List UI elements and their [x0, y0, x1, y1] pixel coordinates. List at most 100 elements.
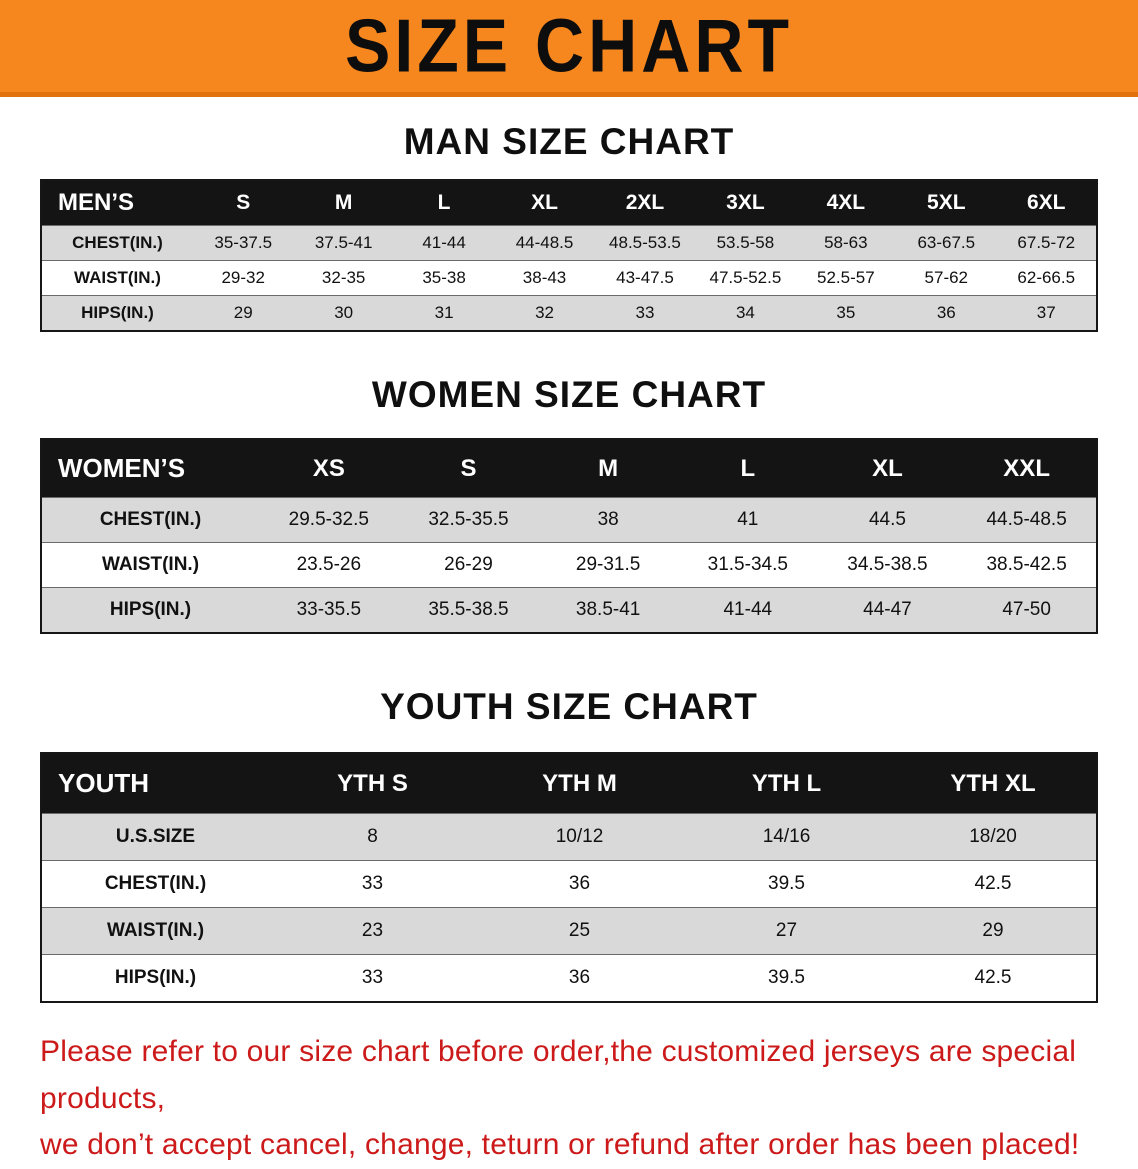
row-label-cell: HIPS(IN.) — [41, 295, 193, 331]
value-cell: 52.5-57 — [795, 260, 897, 296]
size-header-cell: L — [393, 180, 495, 226]
value-cell: 41-44 — [677, 587, 818, 633]
size-header-cell: L — [677, 439, 818, 498]
value-cell: 29-31.5 — [538, 542, 678, 588]
value-cell: 33 — [594, 295, 696, 331]
row-label-cell: U.S.SIZE — [41, 813, 269, 861]
table-title-cell: WOMEN’S — [41, 439, 259, 498]
table-row: WAIST(IN.) 23.5-26 26-29 29-31.5 31.5-34.5 34… — [41, 542, 1097, 588]
table-row: CHEST(IN.) 29.5-32.5 32.5-35.5 38 41 44.5 44.5… — [41, 497, 1097, 543]
value-cell: 8 — [269, 813, 476, 861]
size-header-cell: YTH M — [476, 753, 683, 814]
row-label-cell: CHEST(IN.) — [41, 225, 193, 261]
value-cell: 41 — [677, 497, 818, 543]
value-cell: 33 — [269, 860, 476, 908]
row-label-cell: HIPS(IN.) — [41, 587, 259, 633]
size-header-cell: M — [293, 180, 394, 226]
disclaimer: Please refer to our size chart before or… — [40, 1029, 1098, 1169]
table-title-cell: MEN’S — [41, 180, 193, 226]
disclaimer-line1: Please refer to our size chart before or… — [40, 1035, 1077, 1115]
value-cell: 38-43 — [494, 260, 595, 296]
value-cell: 53.5-58 — [695, 225, 796, 261]
value-cell: 35 — [795, 295, 897, 331]
value-cell: 18/20 — [890, 813, 1097, 861]
section-heading-men: MAN SIZE CHART — [403, 121, 735, 162]
table-row: WAIST(IN.) 23 25 27 29 — [41, 907, 1097, 955]
row-label-cell: WAIST(IN.) — [41, 260, 193, 296]
value-cell: 42.5 — [890, 860, 1097, 908]
table-row: HIPS(IN.) 33 36 39.5 42.5 — [41, 954, 1097, 1002]
value-cell: 31.5-34.5 — [677, 542, 818, 588]
value-cell: 25 — [476, 907, 683, 955]
value-cell: 62-66.5 — [996, 260, 1097, 296]
size-header-cell: 2XL — [594, 180, 696, 226]
section-men: MAN SIZE CHART MEN’S S M L XL 2XL 3XL 4XL 5XL 6XL… — [0, 121, 1138, 332]
value-cell: 26-29 — [398, 542, 539, 588]
size-header-cell: S — [193, 180, 294, 226]
row-label-cell: CHEST(IN.) — [41, 497, 259, 543]
value-cell: 27 — [683, 907, 890, 955]
value-cell: 29-32 — [193, 260, 294, 296]
value-cell: 47.5-52.5 — [695, 260, 796, 296]
value-cell: 33-35.5 — [259, 587, 399, 633]
table-title-cell: YOUTH — [41, 753, 269, 814]
page-title: SIZE CHART — [345, 4, 793, 88]
value-cell: 38.5-42.5 — [957, 542, 1097, 588]
value-cell: 32 — [494, 295, 595, 331]
disclaimer-line2: we don’t accept cancel, change, teturn o… — [40, 1128, 1080, 1161]
table-row: HIPS(IN.) 29 30 31 32 33 34 35 36 37 — [41, 295, 1097, 331]
value-cell: 29.5-32.5 — [259, 497, 399, 543]
size-header-cell: 5XL — [896, 180, 997, 226]
size-header-cell: M — [538, 439, 678, 498]
value-cell: 30 — [293, 295, 394, 331]
value-cell: 35-38 — [393, 260, 495, 296]
section-women: WOMEN SIZE CHART WOMEN’S XS S M L XL XXL CHEST(… — [0, 374, 1138, 634]
banner: SIZE CHART — [0, 0, 1138, 97]
size-header-cell: 4XL — [795, 180, 897, 226]
table-row: U.S.SIZE 8 10/12 14/16 18/20 — [41, 813, 1097, 861]
women-size-table: WOMEN’S XS S M L XL XXL CHEST(IN.) 29.5-32.5 32.5… — [40, 438, 1098, 634]
value-cell: 48.5-53.5 — [594, 225, 696, 261]
value-cell: 34 — [695, 295, 796, 331]
value-cell: 39.5 — [683, 860, 890, 908]
value-cell: 44-48.5 — [494, 225, 595, 261]
value-cell: 44.5 — [817, 497, 958, 543]
men-size-table: MEN’S S M L XL 2XL 3XL 4XL 5XL 6XL CHEST(IN.) 35-37… — [40, 179, 1098, 332]
value-cell: 47-50 — [957, 587, 1097, 633]
value-cell: 39.5 — [683, 954, 890, 1002]
value-cell: 31 — [393, 295, 495, 331]
table-row: CHEST(IN.) 35-37.5 37.5-41 41-44 44-48.5 48.5… — [41, 225, 1097, 261]
value-cell: 63-67.5 — [896, 225, 997, 261]
size-header-cell: XS — [259, 439, 399, 498]
value-cell: 29 — [890, 907, 1097, 955]
section-youth: YOUTH SIZE CHART YOUTH YTH S YTH M YTH L YTH… — [0, 686, 1138, 1003]
value-cell: 58-63 — [795, 225, 897, 261]
row-label-cell: WAIST(IN.) — [41, 907, 269, 955]
value-cell: 37.5-41 — [293, 225, 394, 261]
section-heading-youth: YOUTH SIZE CHART — [380, 686, 758, 727]
row-label-cell: WAIST(IN.) — [41, 542, 259, 588]
value-cell: 42.5 — [890, 954, 1097, 1002]
size-header-cell: YTH S — [269, 753, 476, 814]
value-cell: 32-35 — [293, 260, 394, 296]
table-row: WAIST(IN.) 29-32 32-35 35-38 38-43 43-47.5 47.… — [41, 260, 1097, 296]
table-header-row: YOUTH YTH S YTH M YTH L YTH XL — [41, 753, 1097, 814]
value-cell: 23 — [269, 907, 476, 955]
value-cell: 67.5-72 — [996, 225, 1097, 261]
table-row: HIPS(IN.) 33-35.5 35.5-38.5 38.5-41 41-44 44-… — [41, 587, 1097, 633]
value-cell: 38 — [538, 497, 678, 543]
size-header-cell: YTH XL — [890, 753, 1097, 814]
table-header-row: MEN’S S M L XL 2XL 3XL 4XL 5XL 6XL — [41, 180, 1097, 226]
value-cell: 57-62 — [896, 260, 997, 296]
row-label-cell: HIPS(IN.) — [41, 954, 269, 1002]
value-cell: 36 — [476, 954, 683, 1002]
value-cell: 32.5-35.5 — [398, 497, 539, 543]
size-header-cell: 6XL — [996, 180, 1097, 226]
youth-size-table: YOUTH YTH S YTH M YTH L YTH XL U.S.SIZE 8 10/12… — [40, 752, 1098, 1003]
size-header-cell: 3XL — [695, 180, 796, 226]
size-header-cell: S — [398, 439, 539, 498]
value-cell: 23.5-26 — [259, 542, 399, 588]
value-cell: 36 — [476, 860, 683, 908]
row-label-cell: CHEST(IN.) — [41, 860, 269, 908]
